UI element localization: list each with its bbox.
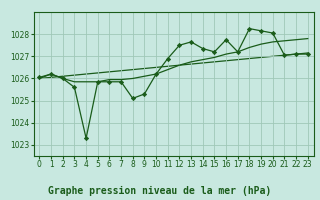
Text: Graphe pression niveau de la mer (hPa): Graphe pression niveau de la mer (hPa) [48, 186, 272, 196]
